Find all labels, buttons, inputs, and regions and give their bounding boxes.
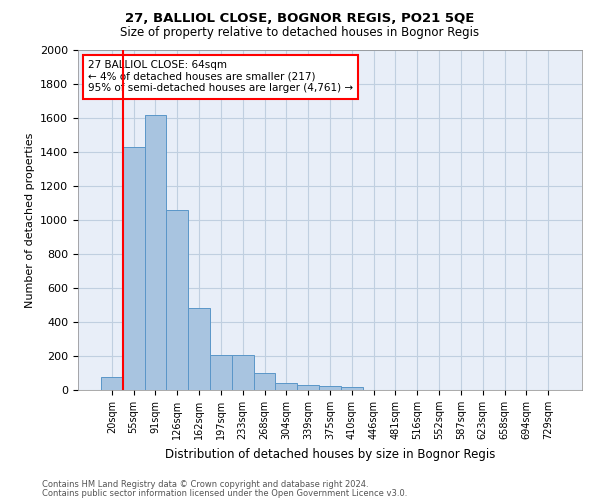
Bar (232, 355, 254, 390)
Bar (275, 383, 297, 390)
Bar (145, 114, 166, 390)
Bar (188, 308, 210, 390)
Bar (319, 386, 341, 390)
Bar (341, 387, 363, 390)
Text: 27, BALLIOL CLOSE, BOGNOR REGIS, PO21 5QE: 27, BALLIOL CLOSE, BOGNOR REGIS, PO21 5Q… (125, 12, 475, 26)
Text: Contains public sector information licensed under the Open Government Licence v3: Contains public sector information licen… (42, 488, 407, 498)
Y-axis label: Number of detached properties: Number of detached properties (25, 132, 35, 308)
Bar (101, 378, 123, 390)
Bar (210, 355, 232, 390)
Bar (166, 210, 188, 390)
Text: Size of property relative to detached houses in Bognor Regis: Size of property relative to detached ho… (121, 26, 479, 39)
Bar (254, 373, 275, 390)
Text: 27 BALLIOL CLOSE: 64sqm
← 4% of detached houses are smaller (217)
95% of semi-de: 27 BALLIOL CLOSE: 64sqm ← 4% of detached… (88, 60, 353, 94)
Bar (297, 385, 319, 390)
Bar (123, 147, 145, 390)
Text: Contains HM Land Registry data © Crown copyright and database right 2024.: Contains HM Land Registry data © Crown c… (42, 480, 368, 489)
X-axis label: Distribution of detached houses by size in Bognor Regis: Distribution of detached houses by size … (165, 448, 495, 460)
